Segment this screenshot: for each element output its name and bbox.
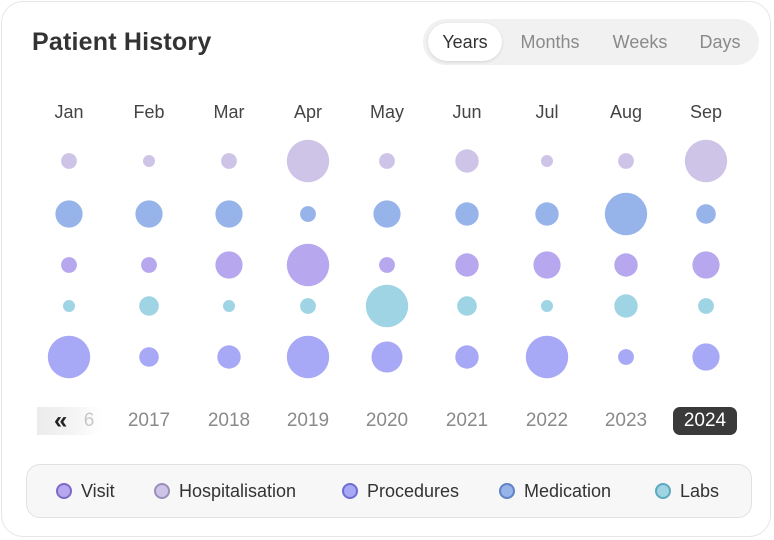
bubble-visit-jan[interactable] (61, 257, 77, 273)
legend-label-procedures: Procedures (367, 481, 460, 501)
year-2022[interactable]: 2022 (525, 410, 569, 431)
bubble-hospitalisation-jun[interactable] (455, 149, 479, 173)
legend-label-hospitalisation: Hospitalisation (179, 481, 297, 501)
bubble-hospitalisation-aug[interactable] (618, 153, 634, 169)
bubble-labs-jun[interactable] (457, 296, 477, 316)
bubble-procedures-aug[interactable] (618, 349, 634, 365)
bubble-medication-aug[interactable] (604, 192, 648, 236)
bubble-procedures-mar[interactable] (217, 345, 241, 369)
bubble-visit-sep[interactable] (692, 251, 720, 279)
bubble-hospitalisation-jan[interactable] (61, 153, 77, 169)
bubble-hospitalisation-mar[interactable] (221, 153, 237, 169)
year-2024[interactable]: 2024 (673, 407, 737, 435)
visit-dot-icon (56, 483, 72, 499)
bubble-hospitalisation-apr[interactable] (286, 139, 330, 183)
bubble-chart (47, 139, 728, 379)
bubble-medication-sep[interactable] (696, 204, 716, 224)
bubble-labs-feb[interactable] (139, 296, 159, 316)
bubble-labs-sep[interactable] (698, 298, 714, 314)
bubble-medication-feb[interactable] (135, 200, 163, 228)
year-2016-partial-text: 6 (83, 410, 95, 431)
legend-item-procedures: Procedures (342, 465, 459, 517)
bubble-medication-jul[interactable] (535, 202, 559, 226)
double-chevron-left-icon[interactable]: « (54, 407, 68, 434)
bubble-procedures-jun[interactable] (455, 345, 479, 369)
month-label-jul: Jul (535, 102, 559, 122)
medication-dot-icon (499, 483, 515, 499)
bubble-visit-apr[interactable] (286, 243, 330, 287)
bubble-hospitalisation-feb[interactable] (143, 155, 155, 167)
bubble-visit-feb[interactable] (141, 257, 157, 273)
month-label-sep: Sep (689, 102, 723, 122)
bubble-medication-mar[interactable] (215, 200, 243, 228)
month-label-apr: Apr (293, 102, 322, 122)
bubble-labs-apr[interactable] (300, 298, 316, 314)
bubble-labs-aug[interactable] (614, 294, 638, 318)
year-2023[interactable]: 2023 (604, 410, 648, 431)
year-2021[interactable]: 2021 (445, 410, 489, 431)
bubble-hospitalisation-may[interactable] (379, 153, 395, 169)
bubble-visit-jun[interactable] (455, 253, 479, 277)
year-2018[interactable]: 2018 (207, 410, 251, 431)
bubble-procedures-feb[interactable] (139, 347, 159, 367)
bubble-labs-jan[interactable] (63, 300, 75, 312)
bubble-visit-may[interactable] (379, 257, 395, 273)
procedures-dot-icon (342, 483, 358, 499)
bubble-procedures-sep[interactable] (692, 343, 720, 371)
legend-label-visit: Visit (81, 481, 115, 501)
page-title: Patient History (32, 28, 212, 56)
bubble-medication-jun[interactable] (455, 202, 479, 226)
bubble-medication-jan[interactable] (55, 200, 83, 228)
hospitalisation-dot-icon (154, 483, 170, 499)
tab-days[interactable]: Days (699, 32, 741, 52)
legend: Visit Hospitalisation Procedures Medicat… (26, 464, 752, 518)
tab-weeks[interactable]: Weeks (612, 32, 668, 52)
bubble-procedures-jan[interactable] (47, 335, 91, 379)
bubble-medication-may[interactable] (373, 200, 401, 228)
legend-item-labs: Labs (655, 465, 719, 517)
labs-dot-icon (655, 483, 671, 499)
bubble-procedures-jul[interactable] (525, 335, 569, 379)
legend-label-labs: Labs (680, 481, 720, 501)
month-label-feb: Feb (133, 102, 165, 122)
bubble-hospitalisation-sep[interactable] (684, 139, 728, 183)
bubble-procedures-may[interactable] (371, 341, 403, 373)
month-label-mar: Mar (213, 102, 245, 122)
month-label-aug: Aug (609, 102, 643, 122)
bubble-visit-mar[interactable] (215, 251, 243, 279)
year-2019[interactable]: 2019 (286, 410, 330, 431)
month-label-jun: Jun (452, 102, 482, 122)
month-label-may: May (369, 102, 404, 122)
bubble-hospitalisation-jul[interactable] (541, 155, 553, 167)
tab-years[interactable]: Years (428, 23, 502, 61)
bubble-visit-jul[interactable] (533, 251, 561, 279)
month-label-jan: Jan (54, 102, 84, 122)
legend-item-hospitalisation: Hospitalisation (154, 465, 296, 517)
year-2017[interactable]: 2017 (127, 410, 171, 431)
year-2020[interactable]: 2020 (365, 410, 409, 431)
bubble-labs-may[interactable] (365, 284, 409, 328)
tab-months[interactable]: Months (520, 32, 580, 52)
range-segmented-control: Years Months Weeks Days (423, 19, 759, 65)
bubble-medication-apr[interactable] (300, 206, 316, 222)
legend-label-medication: Medication (524, 481, 612, 501)
bubble-labs-jul[interactable] (541, 300, 553, 312)
legend-item-medication: Medication (499, 465, 611, 517)
legend-item-visit: Visit (56, 465, 115, 517)
bubble-labs-mar[interactable] (223, 300, 235, 312)
year-2016-partial[interactable]: 6 (37, 407, 101, 435)
bubble-visit-aug[interactable] (614, 253, 638, 277)
bubble-procedures-apr[interactable] (286, 335, 330, 379)
